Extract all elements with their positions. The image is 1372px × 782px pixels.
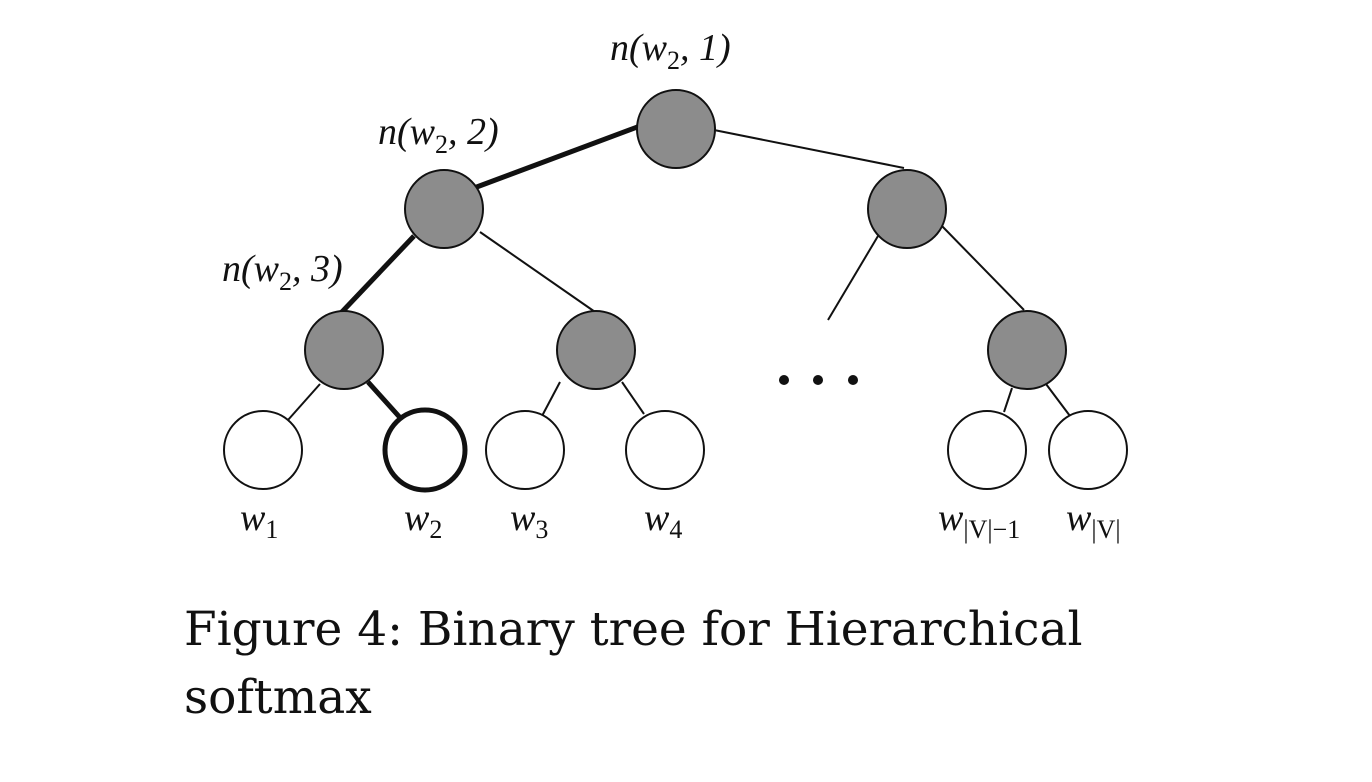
edge-node4-to-w3: [541, 381, 561, 417]
leaf-label-w2: w2: [404, 497, 442, 544]
label-level3: n(w2, 3): [222, 248, 343, 296]
tree-node-level3-c: [987, 310, 1067, 390]
ellipsis-dots: [779, 375, 858, 385]
caption-line-1: Figure 4: Binary tree for Hierarchical: [184, 602, 1083, 657]
edge-right-to-node6: [939, 223, 1025, 311]
tree-node-level3-b: [556, 310, 636, 390]
edge-right-to-gap: [827, 235, 879, 321]
leaf-label-w4: w4: [644, 497, 682, 544]
leaf-node-w2-highlighted: [382, 407, 468, 493]
tree-node-root: [636, 89, 716, 169]
leaf-node-w1: [223, 410, 303, 490]
leaf-label-wv: w|V|: [1066, 497, 1121, 544]
leaf-label-w3: w3: [510, 497, 548, 544]
figure-caption: Figure 4: Binary tree for Hierarchical s…: [184, 596, 1184, 732]
path-edge-root-to-l2: [473, 123, 641, 191]
tree-node-level2-left: [404, 169, 484, 249]
tree-node-level2-right: [867, 169, 947, 249]
edge-node6-to-wv: [1045, 383, 1071, 417]
edge-node6-to-wv1: [1003, 387, 1013, 413]
path-edge-node3-to-w2: [366, 380, 406, 424]
path-edge-l2-to-node3: [338, 234, 416, 316]
caption-line-2: softmax: [184, 670, 372, 725]
edge-root-right: [713, 129, 905, 169]
edge-node3-to-w1: [287, 383, 321, 421]
leaf-node-w3: [485, 410, 565, 490]
edge-node4-to-w4: [621, 381, 645, 415]
label-root: n(w2, 1): [610, 27, 731, 75]
label-level2: n(w2, 2): [378, 111, 499, 159]
leaf-label-w1: w1: [240, 497, 278, 544]
leaf-label-wv-minus-1: w|V|−1: [938, 497, 1020, 544]
leaf-node-w4: [625, 410, 705, 490]
leaf-node-wv: [1048, 410, 1128, 490]
edge-l2-to-node4: [479, 231, 599, 315]
leaf-node-wv-minus-1: [947, 410, 1027, 490]
tree-node-level3-a: [304, 310, 384, 390]
binary-tree-diagram: ... n(w2, 1) n(w2, 2) n(w2, 3) w1 w2 w3 …: [222, 27, 1128, 544]
